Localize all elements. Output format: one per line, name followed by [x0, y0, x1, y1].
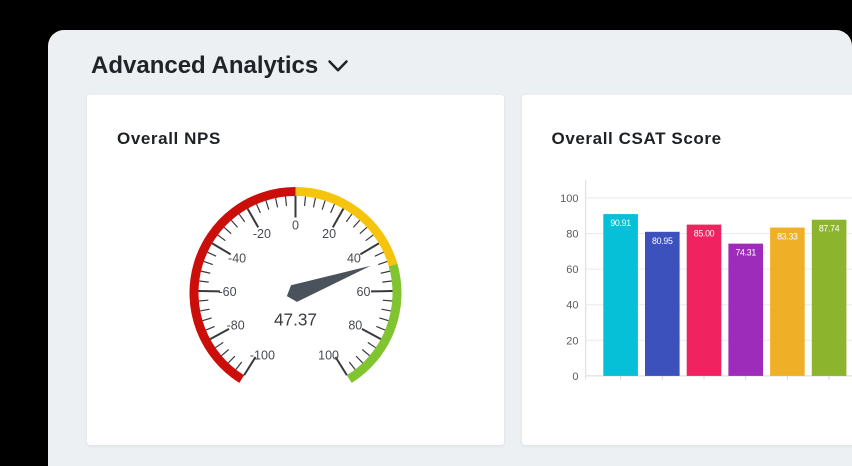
svg-text:20: 20 — [322, 227, 336, 241]
svg-text:-20: -20 — [253, 227, 271, 241]
svg-text:47.37: 47.37 — [274, 310, 317, 330]
svg-text:83.33: 83.33 — [777, 232, 798, 242]
svg-text:100: 100 — [560, 193, 578, 205]
svg-text:80.95: 80.95 — [652, 236, 673, 246]
svg-text:100: 100 — [318, 348, 339, 362]
svg-text:-100: -100 — [250, 348, 275, 362]
svg-text:40: 40 — [347, 251, 361, 265]
svg-text:-80: -80 — [227, 319, 245, 333]
svg-text:80: 80 — [566, 229, 578, 241]
svg-text:0: 0 — [292, 218, 299, 232]
svg-text:40: 40 — [566, 300, 578, 312]
svg-text:85.00: 85.00 — [694, 229, 715, 239]
svg-text:-60: -60 — [218, 285, 236, 299]
svg-text:0: 0 — [572, 371, 578, 383]
svg-text:87.74: 87.74 — [819, 224, 840, 234]
svg-text:20: 20 — [566, 335, 578, 347]
svg-text:60: 60 — [357, 285, 371, 299]
svg-text:60: 60 — [566, 264, 578, 276]
svg-text:90.91: 90.91 — [610, 218, 631, 228]
svg-text:74.31: 74.31 — [735, 248, 756, 258]
svg-text:-40: -40 — [228, 251, 246, 265]
svg-text:80: 80 — [348, 319, 362, 333]
